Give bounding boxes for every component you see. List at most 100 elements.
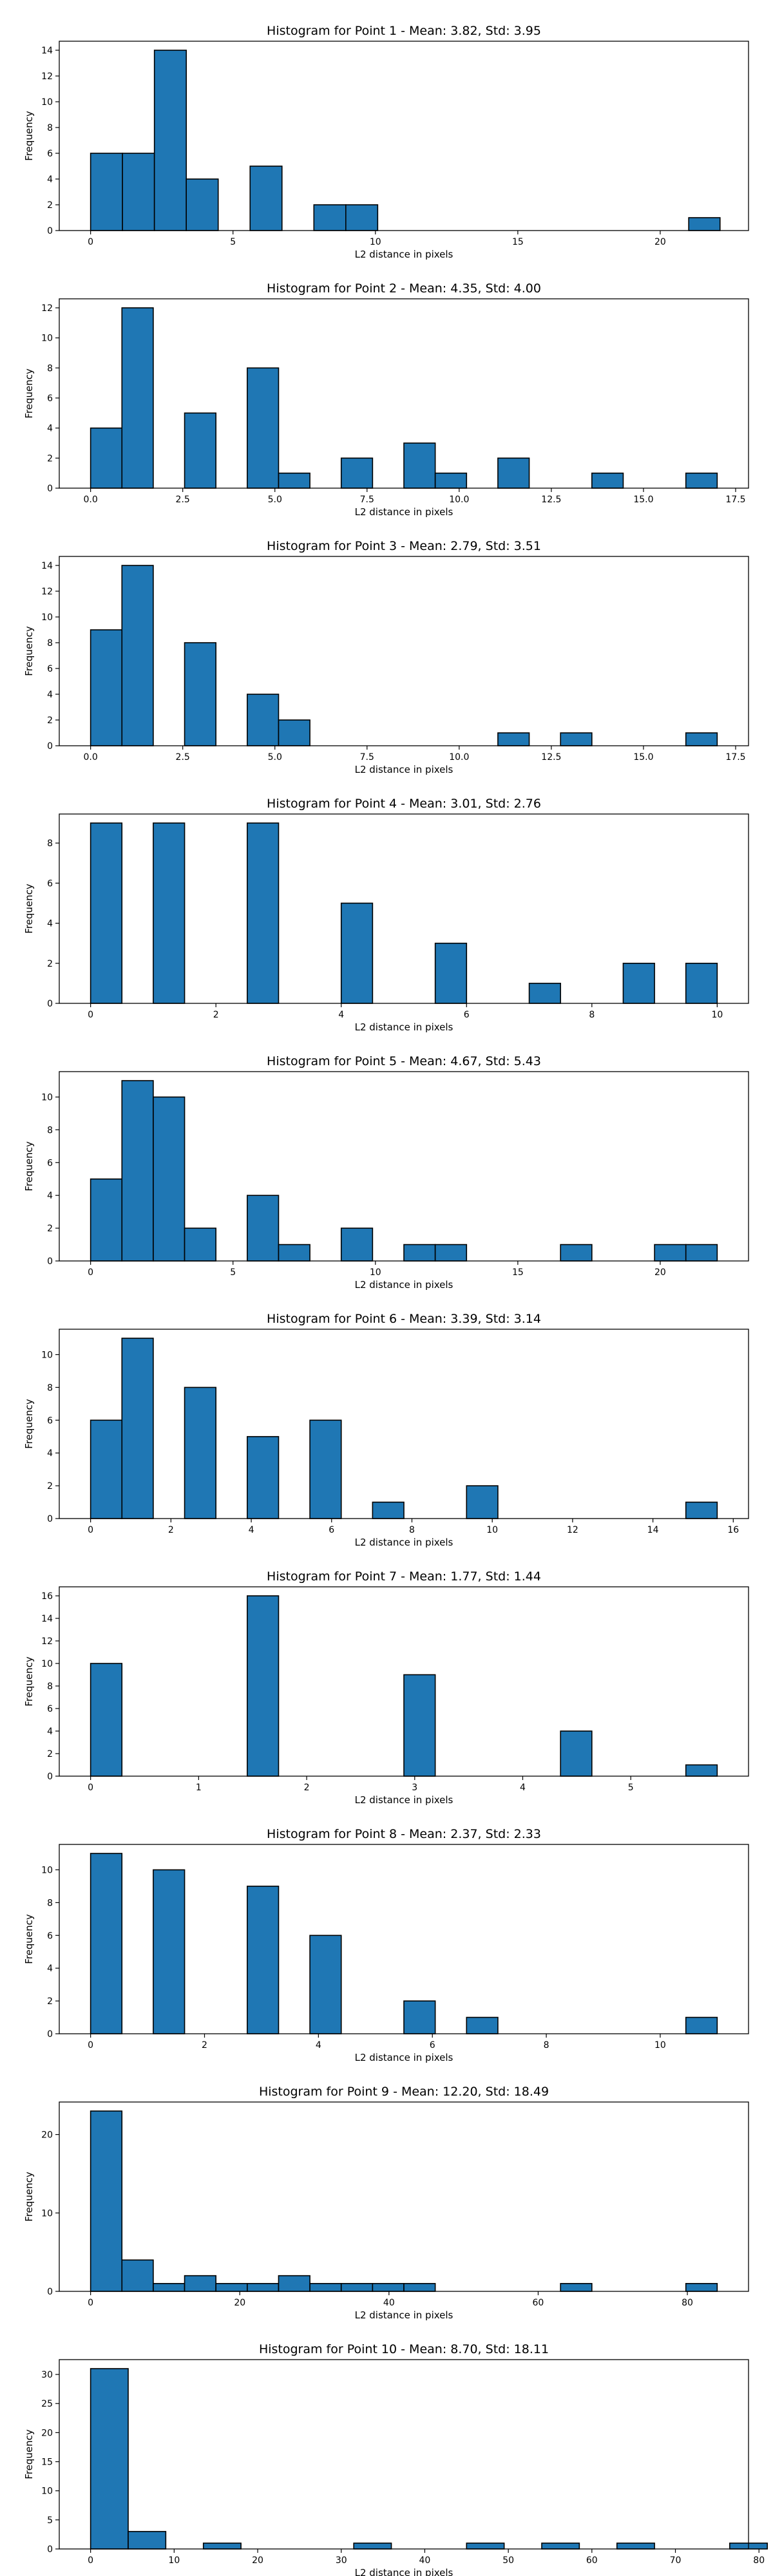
histogram-bar [128,2531,167,2550]
histogram-bar [434,942,468,1004]
plot-frame [59,1586,749,1777]
y-tick-label: 8 [47,1383,53,1393]
histogram-bar [153,1869,186,2034]
histogram-chart-5: Histogram for Point 5 - Mean: 4.67, Std:… [23,1054,749,1291]
plot-frame [59,1844,749,2034]
y-tick-label: 14 [41,1614,53,1624]
histogram-bar [685,2283,718,2292]
y-tick-label: 2 [47,1996,53,2007]
y-tick-label: 4 [47,175,53,185]
y-axis-label: Frequency [23,2429,35,2479]
y-tick-label: 12 [41,303,53,314]
x-tick-label: 70 [670,2555,682,2566]
x-tick-label: 3 [412,1783,417,1793]
y-tick-label: 2 [47,1749,53,1759]
x-tick-label: 8 [589,1010,595,1020]
y-tick-label: 4 [47,690,53,700]
histogram-bar [184,1387,216,1519]
histogram-bar [340,902,374,1004]
y-tick-label: 15 [41,2458,53,2468]
x-tick-label: 0 [88,1783,93,1793]
chart-title: Histogram for Point 9 - Mean: 12.20, Std… [259,2085,549,2099]
histogram-bar [622,962,655,1004]
histogram-bar [403,1674,436,1777]
histogram-bar [153,2283,186,2292]
x-axis-label: L2 distance in pixels [355,2309,453,2321]
y-axis-label: Frequency [23,1914,35,1964]
x-tick-label: 5.0 [268,495,282,505]
histogram-bar [345,204,379,231]
histogram-bar [685,1764,718,1777]
x-tick-label: 12.5 [541,495,561,505]
histogram-bar [340,457,374,489]
y-tick-label: 2 [47,200,53,211]
y-tick-label: 6 [47,1704,53,1714]
x-tick-label: 12.5 [541,752,561,762]
histogram-bar [247,367,280,489]
histogram-bar [309,1935,342,2034]
histogram-bar [685,2016,718,2034]
y-tick-label: 10 [41,97,53,108]
x-tick-label: 15.0 [633,495,653,505]
x-axis-label: L2 distance in pixels [355,2052,453,2063]
chart-title: Histogram for Point 5 - Mean: 4.67, Std:… [267,1054,541,1068]
x-tick-label: 20 [654,1267,666,1278]
x-tick-label: 6 [464,1010,470,1020]
histogram-bar [560,732,593,746]
x-tick-label: 17.5 [725,752,745,762]
y-axis-label: Frequency [23,1141,35,1191]
y-axis-label: Frequency [23,111,35,161]
histogram-bar [153,50,187,231]
x-tick-label: 20 [252,2555,263,2566]
plot-frame [59,41,749,231]
x-tick-label: 2 [304,1783,310,1793]
y-tick-label: 20 [41,2130,53,2141]
chart-title: Histogram for Point 10 - Mean: 8.70, Std… [259,2342,549,2356]
x-tick-label: 20 [234,2298,245,2308]
x-tick-label: 16 [727,1525,739,1535]
histogram-chart-4: Histogram for Point 4 - Mean: 3.01, Std:… [23,797,749,1033]
histogram-bar [90,1178,123,1262]
histogram-bar [591,472,624,489]
x-tick-label: 5 [230,1267,236,1278]
y-tick-label: 4 [47,1964,53,1974]
histogram-bar [685,1244,718,1262]
histogram-bar [278,472,310,489]
y-tick-label: 4 [47,1727,53,1737]
histogram-bar [278,719,310,746]
plot-frame [59,2101,749,2292]
y-tick-label: 8 [47,1681,53,1692]
y-tick-label: 10 [41,1659,53,1669]
y-tick-label: 10 [41,334,53,344]
y-axis-label: Frequency [23,626,35,676]
y-tick-label: 0 [47,2029,53,2040]
histogram-bar [121,1080,154,1262]
histogram-bar [184,642,216,746]
histogram-bar [121,2259,154,2292]
x-axis-label: L2 distance in pixels [355,506,453,518]
histogram-bar [90,822,123,1004]
histogram-bar [685,962,718,1004]
x-tick-label: 5 [628,1783,634,1793]
x-tick-label: 2 [202,2040,207,2050]
histogram-bar [90,2368,129,2550]
histogram-bar [497,457,530,489]
y-tick-label: 0 [47,226,53,236]
histogram-bar [90,427,123,489]
y-tick-label: 6 [47,393,53,404]
histogram-bar [90,2110,123,2292]
x-tick-label: 6 [430,2040,435,2050]
histogram-bar [184,2275,216,2292]
y-axis-label: Frequency [23,1399,35,1449]
histogram-bar [434,472,468,489]
histogram-bar [372,2283,405,2292]
histogram-bar [249,166,283,231]
x-tick-label: 60 [586,2555,598,2566]
histogram-bar [186,178,219,231]
x-tick-label: 2 [168,1525,174,1535]
histogram-chart-8: Histogram for Point 8 - Mean: 2.37, Std:… [23,1827,749,2063]
histogram-bar [309,1419,342,1519]
y-tick-label: 10 [41,2486,53,2497]
histogram-bar [122,153,155,231]
histogram-chart-9: Histogram for Point 9 - Mean: 12.20, Std… [23,2085,749,2321]
